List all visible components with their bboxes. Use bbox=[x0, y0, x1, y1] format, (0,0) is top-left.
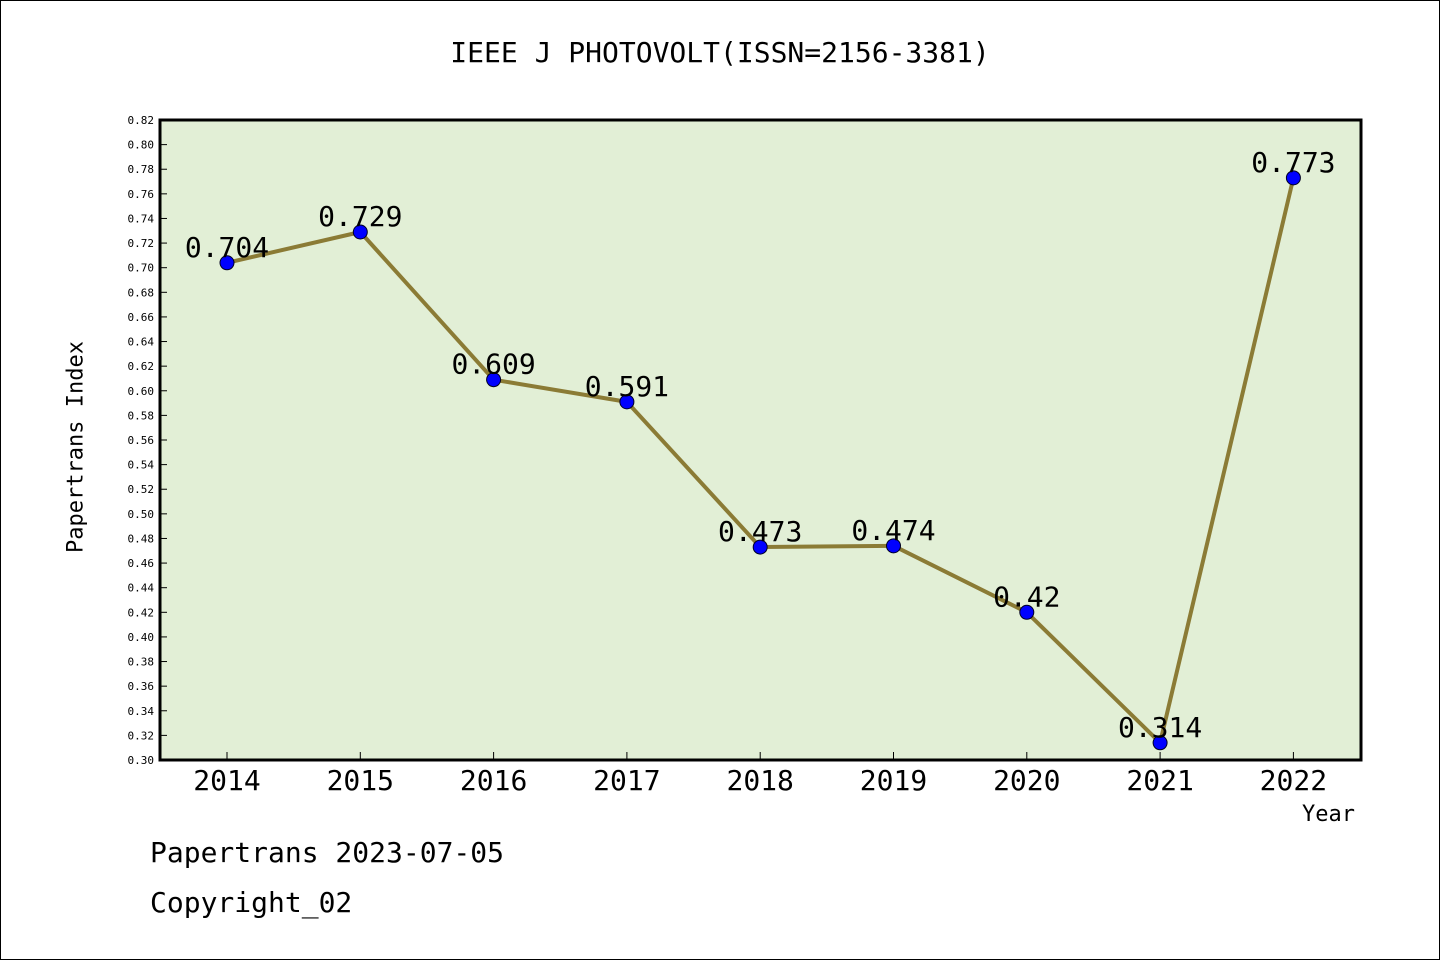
y-tick-label: 0.52 bbox=[128, 483, 155, 496]
data-label: 0.609 bbox=[451, 348, 535, 381]
y-tick-label: 0.56 bbox=[128, 434, 155, 447]
data-label: 0.729 bbox=[318, 200, 402, 233]
y-tick-label: 0.62 bbox=[128, 360, 155, 373]
y-tick-label: 0.44 bbox=[128, 582, 155, 595]
y-tick-label: 0.54 bbox=[128, 459, 155, 472]
x-axis: 2014 2015 2016 2017 2018 2019 2020 2021 2022 bbox=[193, 752, 1327, 797]
y-tick-label: 0.36 bbox=[128, 680, 155, 693]
y-tick-label: 0.72 bbox=[128, 237, 155, 250]
y-tick-label: 0.66 bbox=[128, 311, 155, 324]
x-tick-label: 2021 bbox=[1126, 764, 1193, 797]
x-tick-label: 2018 bbox=[726, 764, 793, 797]
data-point bbox=[886, 538, 901, 554]
y-tick-label: 0.34 bbox=[128, 705, 155, 718]
data-label: 0.474 bbox=[851, 514, 935, 547]
y-tick-label: 0.82 bbox=[128, 114, 155, 127]
y-tick-label: 0.38 bbox=[128, 656, 155, 669]
data-point bbox=[1285, 170, 1301, 186]
plot-area bbox=[158, 118, 1363, 762]
data-point bbox=[219, 255, 235, 271]
y-tick-label: 0.42 bbox=[128, 606, 155, 619]
footer-date: Papertrans 2023-07-05 bbox=[150, 836, 505, 869]
y-tick-label: 0.78 bbox=[128, 163, 155, 176]
x-tick-label: 2019 bbox=[860, 764, 927, 797]
data-label: 0.473 bbox=[718, 515, 802, 548]
y-tick-label: 0.50 bbox=[128, 508, 155, 521]
data-point bbox=[352, 224, 368, 240]
data-labels: 0.704 0.729 0.609 0.591 0.473 0.474 0.42 0.314 0… bbox=[185, 146, 1336, 744]
y-tick-label: 0.60 bbox=[128, 385, 155, 398]
y-tick-label: 0.58 bbox=[128, 409, 155, 422]
x-tick-label: 2017 bbox=[593, 764, 660, 797]
data-point bbox=[486, 372, 502, 388]
x-tick-label: 2016 bbox=[460, 764, 527, 797]
x-tick-label: 2020 bbox=[993, 764, 1060, 797]
y-tick-label: 0.64 bbox=[128, 336, 155, 349]
data-point bbox=[1019, 604, 1035, 620]
y-tick-label: 0.68 bbox=[128, 286, 155, 299]
y-tick-label: 0.46 bbox=[128, 557, 155, 570]
data-label: 0.314 bbox=[1118, 711, 1202, 744]
y-tick-label: 0.76 bbox=[128, 188, 155, 201]
x-tick-label: 2022 bbox=[1260, 764, 1327, 797]
y-tick-label: 0.40 bbox=[128, 631, 155, 644]
footer-copyright: Copyright_02 bbox=[150, 886, 353, 919]
data-point bbox=[1152, 735, 1168, 751]
y-tick-label: 0.48 bbox=[128, 532, 155, 545]
data-label: 0.591 bbox=[585, 370, 669, 403]
y-tick-label: 0.74 bbox=[128, 212, 155, 225]
y-tick-label: 0.70 bbox=[128, 262, 155, 275]
x-tick-label: 2014 bbox=[193, 764, 260, 797]
data-points bbox=[219, 170, 1301, 751]
y-axis: 0.30 0.32 0.34 0.36 0.38 0.40 0.42 0.44 0.46 0.48… bbox=[128, 114, 167, 767]
y-tick-label: 0.30 bbox=[128, 754, 155, 767]
data-label: 0.773 bbox=[1251, 146, 1335, 179]
y-tick-label: 0.80 bbox=[128, 139, 155, 152]
y-tick-label: 0.32 bbox=[128, 729, 155, 742]
data-point bbox=[752, 539, 768, 555]
data-label: 0.42 bbox=[993, 580, 1060, 613]
data-point bbox=[619, 394, 635, 410]
x-tick-label: 2015 bbox=[327, 764, 394, 797]
x-axis-label: Year bbox=[1302, 802, 1355, 827]
data-label: 0.704 bbox=[185, 231, 269, 264]
chart-title: IEEE J PHOTOVOLT(ISSN=2156-3381) bbox=[450, 36, 990, 69]
